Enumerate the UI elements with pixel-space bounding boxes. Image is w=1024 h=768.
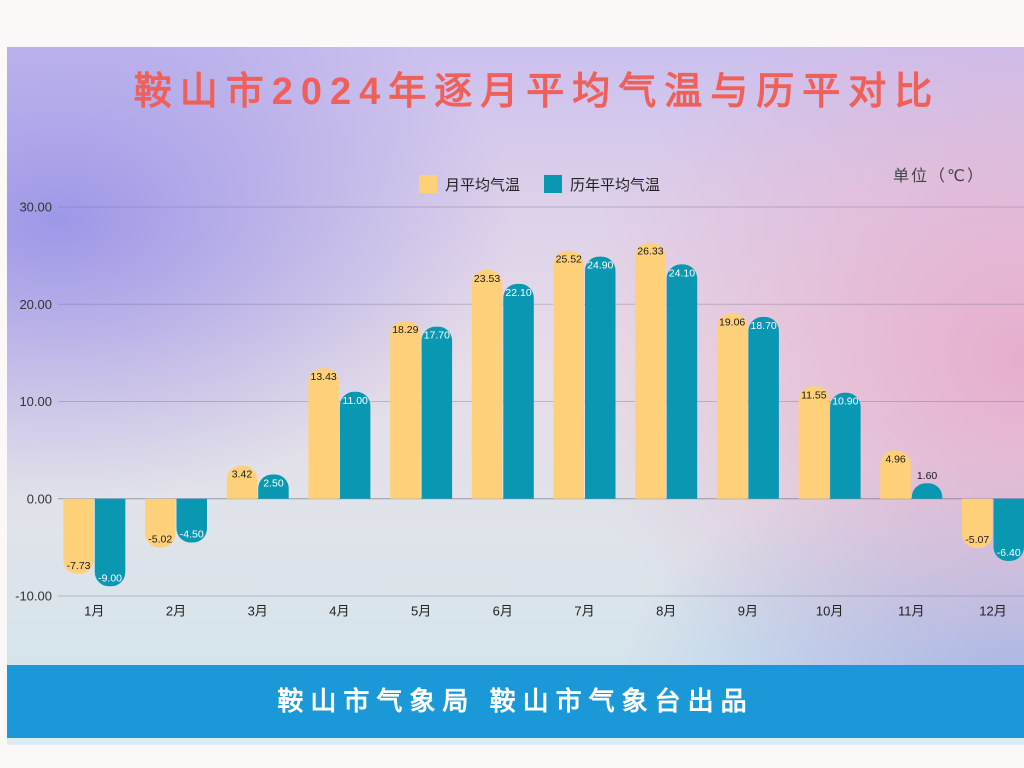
- value-label-historical-3: 2.50: [263, 477, 284, 489]
- bar-monthly-5: [390, 320, 421, 499]
- bar-historical-10: [830, 392, 861, 499]
- value-label-monthly-11: 4.96: [885, 454, 906, 466]
- x-tick-label: 7月: [574, 604, 594, 619]
- x-tick-label: 5月: [411, 604, 431, 619]
- y-tick-label: 20.00: [19, 297, 52, 312]
- x-tick-label: 3月: [248, 604, 268, 619]
- value-label-historical-2: -4.50: [180, 529, 204, 541]
- x-tick-label: 9月: [738, 604, 758, 619]
- value-label-monthly-3: 3.42: [232, 468, 253, 480]
- x-tick-label: 12月: [979, 604, 1006, 619]
- x-tick-label: 2月: [166, 604, 186, 619]
- bar-monthly-2: [145, 498, 176, 548]
- value-label-monthly-5: 18.29: [392, 324, 418, 336]
- bars: [63, 242, 1024, 587]
- y-tick-label: 30.00: [19, 200, 52, 215]
- value-label-historical-11: 1.60: [917, 470, 938, 482]
- value-label-monthly-6: 23.53: [474, 273, 500, 285]
- bar-monthly-7: [553, 250, 584, 499]
- value-label-monthly-7: 25.52: [556, 254, 582, 266]
- x-tick-label: 8月: [656, 604, 676, 619]
- bar-monthly-11: [880, 450, 911, 499]
- y-tick-label: -10.00: [15, 589, 52, 604]
- value-label-monthly-2: -5.02: [148, 534, 172, 546]
- legend-label-monthly: 月平均气温: [445, 176, 521, 194]
- bar-historical-2: [176, 498, 207, 543]
- value-label-monthly-4: 13.43: [311, 371, 337, 383]
- legend-item-historical[interactable]: 历年平均气温: [544, 174, 660, 195]
- legend-swatch-monthly: [419, 175, 437, 193]
- footer-banner: 鞍山市气象局 鞍山市气象台出品: [7, 665, 1024, 738]
- bar-monthly-12: [962, 498, 993, 549]
- bar-historical-6: [503, 283, 534, 499]
- value-label-historical-10: 10.90: [832, 396, 858, 408]
- bar-monthly-3: [226, 465, 258, 499]
- bar-historical-5: [421, 326, 453, 499]
- y-axis: 30.00 20.00 10.00 0.00 -10.00: [15, 200, 52, 604]
- bar-historical-4: [339, 391, 371, 499]
- x-tick-label: 6月: [493, 604, 513, 619]
- legend-swatch-historical: [544, 175, 563, 193]
- bar-monthly-6: [471, 269, 503, 499]
- bar-chart: 30.00 20.00 10.00 0.00 -10.00 -7.73 -9.00 -5.0…: [15, 200, 1024, 619]
- value-label-historical-1: -9.00: [98, 572, 122, 584]
- bar-historical-7: [585, 256, 616, 499]
- bar-historical-11: [911, 483, 943, 499]
- bar-monthly-9: [716, 313, 748, 499]
- bar-monthly-1: [63, 498, 94, 574]
- value-label-historical-12: -6.40: [997, 547, 1021, 559]
- bar-monthly-10: [798, 386, 830, 499]
- value-label-historical-6: 22.10: [505, 287, 531, 299]
- bar-historical-3: [258, 474, 289, 499]
- unit-label: 单位（℃）: [893, 168, 985, 185]
- value-label-historical-8: 24.10: [669, 267, 695, 279]
- value-label-historical-5: 17.70: [424, 330, 450, 342]
- value-label-historical-9: 18.70: [751, 320, 777, 332]
- bar-historical-1: [94, 498, 126, 587]
- legend: 月平均气温 历年平均气温: [419, 174, 660, 195]
- x-tick-label: 10月: [816, 604, 843, 619]
- value-label-monthly-12: -5.07: [965, 534, 989, 546]
- y-tick-label: 10.00: [19, 394, 52, 409]
- value-label-monthly-10: 11.55: [801, 389, 827, 401]
- legend-label-historical: 历年平均气温: [570, 176, 661, 194]
- x-tick-label: 4月: [329, 604, 349, 619]
- bar-historical-8: [666, 264, 698, 499]
- gridlines: [58, 206, 1024, 597]
- x-axis: 1月 2月 3月 4月 5月 6月 7月 8月 9月 10月 11月 12月: [84, 604, 1007, 619]
- value-labels: -7.73 -9.00 -5.02 -4.50 3.42 2.50 13.43 11.00 18…: [67, 246, 1021, 585]
- bar-historical-12: [993, 498, 1024, 561]
- footer-credit: 鞍山市气象局 鞍山市气象台出品: [277, 686, 754, 716]
- bar-historical-9: [748, 316, 779, 499]
- chart-title: 鞍山市2024年逐月平均气温与历平对比: [133, 71, 941, 113]
- y-tick-label: 0.00: [27, 491, 52, 506]
- bar-monthly-8: [635, 242, 666, 499]
- bar-monthly-4: [308, 368, 339, 499]
- value-label-historical-7: 24.90: [587, 260, 613, 272]
- value-label-monthly-1: -7.73: [67, 560, 91, 572]
- value-label-monthly-9: 19.06: [719, 316, 745, 328]
- bottom-strip: [7, 738, 1024, 745]
- legend-item-monthly[interactable]: 月平均气温: [419, 174, 520, 195]
- x-tick-label: 11月: [898, 604, 925, 619]
- x-tick-label: 1月: [84, 604, 104, 619]
- value-label-historical-4: 11.00: [342, 395, 368, 407]
- value-label-monthly-8: 26.33: [637, 246, 663, 258]
